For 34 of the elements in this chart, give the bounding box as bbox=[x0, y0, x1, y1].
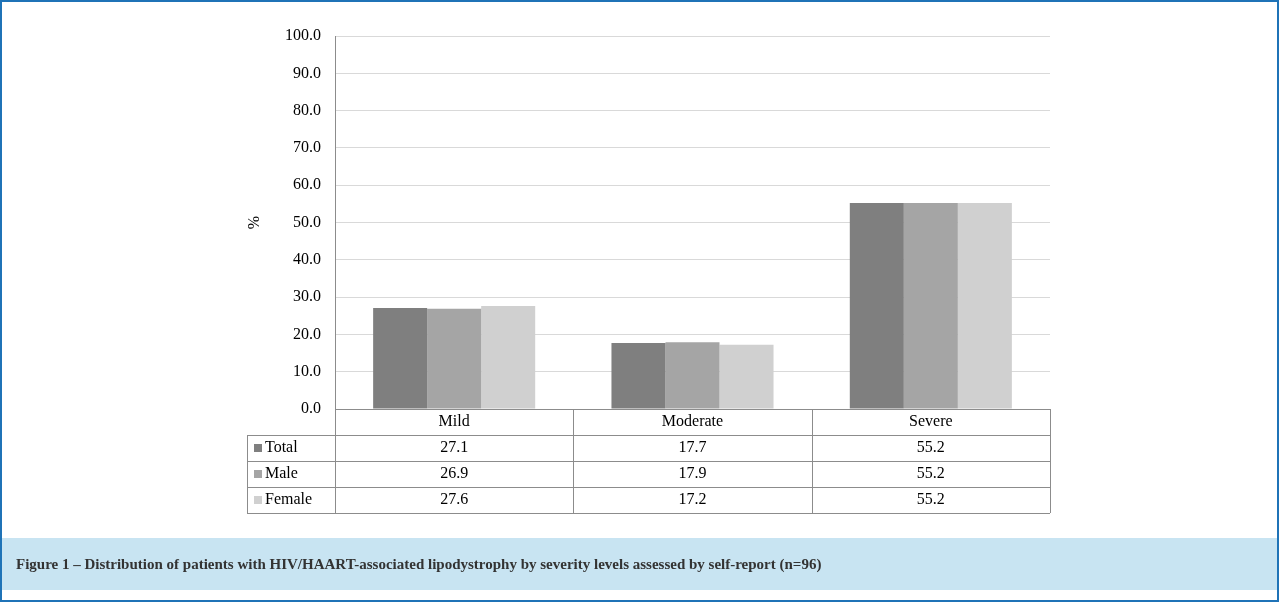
bar bbox=[611, 342, 666, 409]
y-tick-label: 0.0 bbox=[301, 399, 321, 417]
legend-label: Male bbox=[265, 464, 298, 482]
y-tick-label: 60.0 bbox=[293, 175, 321, 193]
y-tick-label: 90.0 bbox=[293, 63, 321, 81]
legend-label: Total bbox=[265, 438, 299, 456]
data-label: 27.1 bbox=[440, 438, 469, 456]
y-tick-label: 30.0 bbox=[293, 287, 321, 305]
x-tick-label: Moderate bbox=[661, 412, 724, 430]
y-tick-label: 100.0 bbox=[285, 26, 321, 44]
legend-label: Female bbox=[265, 490, 313, 508]
y-tick-label: 50.0 bbox=[293, 212, 321, 230]
x-tick-label: Severe bbox=[909, 412, 953, 430]
data-label: 55.2 bbox=[916, 464, 945, 482]
data-label: 17.9 bbox=[678, 464, 707, 482]
x-tick-label: Mild bbox=[438, 412, 470, 430]
y-tick-label: 80.0 bbox=[293, 100, 321, 118]
text: Figure 1 – Distribution of patients with HIV/HAART-associated lipodystrophy by severity levels assessed by self-report (n=96) bbox=[2, 538, 1277, 590]
data-label: 17.7 bbox=[678, 438, 707, 456]
bar bbox=[427, 308, 482, 409]
y-tick-label: 70.0 bbox=[293, 138, 321, 156]
bar bbox=[665, 342, 720, 409]
y-axis-title: % bbox=[245, 215, 263, 230]
bar bbox=[849, 203, 904, 409]
data-label: 55.2 bbox=[916, 438, 945, 456]
y-tick-label: 20.0 bbox=[293, 324, 321, 342]
data-label: 17.2 bbox=[678, 490, 707, 508]
y-tick-label: 10.0 bbox=[293, 361, 321, 379]
data-label: 27.6 bbox=[440, 490, 469, 508]
bar bbox=[903, 203, 958, 409]
y-tick-label: 40.0 bbox=[293, 250, 321, 267]
bar bbox=[373, 307, 428, 409]
data-label: 55.2 bbox=[916, 490, 945, 508]
data-label: 26.9 bbox=[440, 464, 469, 482]
